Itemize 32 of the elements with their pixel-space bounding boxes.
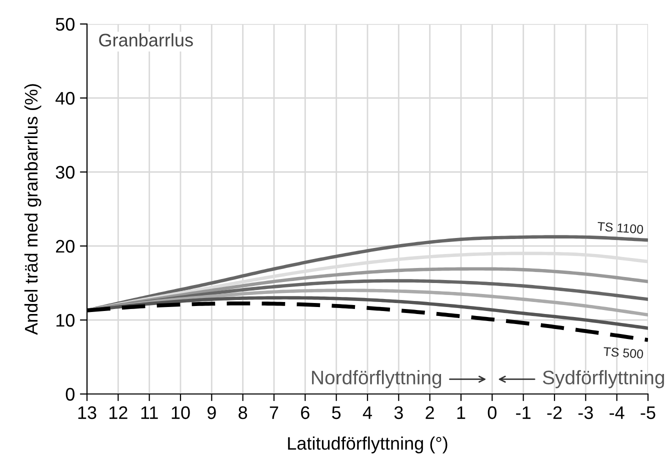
x-tick-label: -1 — [516, 406, 530, 419]
x-tick-label: 2 — [426, 406, 434, 419]
annotation: Granbarrlus — [99, 33, 193, 47]
x-tick-label: 10 — [172, 406, 190, 420]
y-tick-label: 30 — [56, 166, 74, 179]
x-tick-label: 3 — [394, 406, 403, 420]
annotation: Nordförflyttning — [312, 370, 442, 388]
x-tick-label: 6 — [301, 406, 310, 420]
y-tick-label: 0 — [66, 388, 74, 401]
x-tick-label: 11 — [141, 406, 158, 419]
y-axis-title: Andel träd med granbarrlus (%) — [24, 84, 42, 335]
y-tick-label: 50 — [56, 18, 74, 31]
x-tick-label: 12 — [110, 406, 128, 419]
x-axis-title: Latitudförflyttning (°) — [288, 436, 448, 454]
x-tick-label: 5 — [332, 406, 341, 420]
x-tick-label: -2 — [547, 406, 562, 419]
x-tick-label: 7 — [270, 406, 278, 419]
series-label: TS 1100 — [597, 222, 644, 234]
series-label: TS 500 — [603, 347, 644, 359]
x-tick-label: -3 — [578, 406, 593, 420]
x-tick-label: 9 — [207, 406, 216, 420]
y-tick-label: 10 — [56, 314, 74, 327]
y-tick-label: 40 — [56, 92, 74, 105]
x-tick-label: 4 — [362, 406, 372, 419]
x-tick-label: 8 — [238, 406, 248, 420]
x-tick-label: 0 — [488, 406, 496, 420]
x-tick-label: 13 — [78, 406, 96, 420]
x-tick-label: -5 — [640, 406, 656, 420]
x-tick-label: 1 — [457, 406, 466, 419]
x-tick-label: -4 — [610, 406, 624, 419]
y-tick-label: 20 — [56, 240, 74, 253]
annotation: Sydförflyttning — [542, 370, 664, 388]
